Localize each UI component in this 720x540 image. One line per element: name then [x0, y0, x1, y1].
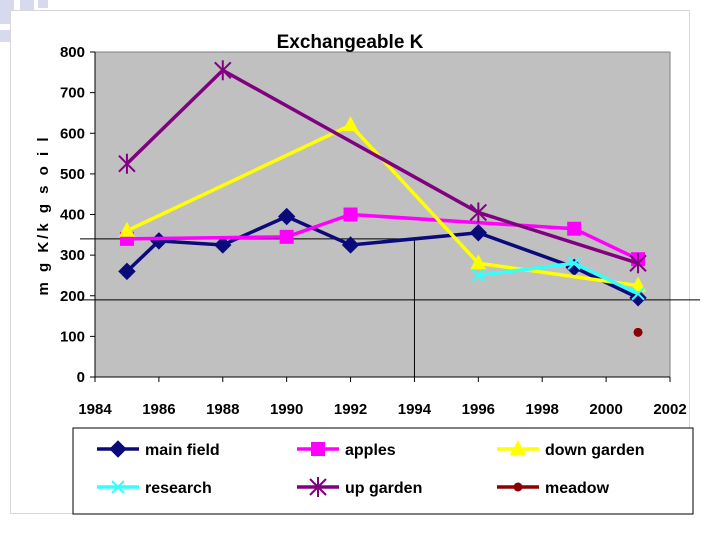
series-line-up-garden: [125, 68, 639, 265]
legend-marker-apples: [311, 442, 325, 456]
series-line-down-garden: [126, 122, 639, 288]
data-point-main-field: [629, 289, 647, 307]
data-point-down-garden: [470, 254, 487, 270]
y-tick-label: 0: [77, 369, 85, 386]
x-tick-label: 1994: [398, 401, 432, 418]
data-point-apples: [567, 221, 582, 236]
data-point-research-stroke: [471, 268, 486, 283]
x-tick-label: 1984: [78, 401, 112, 418]
y-tick-label: 600: [60, 125, 85, 142]
data-point-up-garden: [214, 60, 232, 81]
data-point-main-field: [341, 236, 360, 254]
decorative-square: [0, 30, 10, 42]
legend-label-main-field: main field: [145, 442, 220, 459]
legend-label-apples: apples: [345, 442, 396, 459]
x-tick-label: 1988: [206, 401, 239, 418]
legend-label-up-garden: up garden: [345, 480, 422, 497]
data-point-research-stroke: [631, 287, 645, 301]
data-point-down-garden: [342, 116, 359, 132]
data-point-main-field: [469, 224, 488, 242]
data-point-up-garden: [118, 153, 136, 174]
legend-marker-down-garden: [510, 440, 526, 455]
data-point-main-field: [277, 207, 296, 226]
x-tick-label: 2002: [653, 401, 686, 418]
legend-marker-main-field: [109, 440, 127, 458]
data-point-research: [631, 287, 645, 301]
x-tick-label: 1998: [526, 401, 559, 418]
x-tick-label: 1986: [142, 401, 175, 418]
data-point-down-garden: [118, 221, 135, 237]
decorative-square: [38, 0, 48, 8]
data-point-research-stroke: [567, 256, 581, 270]
series-line-main-field: [125, 214, 639, 300]
legend-box: [72, 427, 694, 515]
legend-label-down-garden: down garden: [545, 442, 645, 459]
x-tick-label: 1996: [462, 401, 495, 418]
y-tick-label: 800: [60, 44, 85, 61]
data-point-research: [567, 256, 581, 270]
chart-title: Exchangeable K: [277, 32, 424, 53]
data-point-meadow: [633, 327, 643, 337]
data-point-main-field: [118, 262, 136, 281]
x-tick-label: 2000: [589, 401, 622, 418]
data-point-apples: [279, 229, 294, 244]
y-tick-label: 300: [60, 247, 85, 264]
y-axis-label: m g K/k g s o i l: [35, 134, 52, 295]
x-tick-label: 1990: [270, 401, 303, 418]
y-tick-label: 400: [60, 207, 85, 224]
legend-marker-meadow: [513, 482, 523, 492]
plot-area: [94, 51, 671, 378]
y-tick-label: 200: [60, 288, 85, 305]
data-point-up-garden: [629, 253, 647, 274]
legend-marker-research: [111, 480, 125, 494]
x-tick-label: 1992: [334, 401, 367, 418]
legend-label-research: research: [145, 480, 212, 497]
y-tick-label: 700: [60, 85, 85, 102]
decorative-square: [20, 0, 34, 10]
legend-marker-research-stroke: [111, 480, 125, 494]
legend-marker-up-garden: [309, 477, 327, 497]
data-point-apples: [343, 207, 358, 222]
data-point-up-garden: [469, 202, 488, 223]
data-point-main-field: [214, 236, 232, 254]
y-tick-label: 500: [60, 166, 85, 183]
legend-label-meadow: meadow: [545, 480, 610, 497]
data-point-down-garden: [630, 276, 647, 292]
y-tick-label: 100: [60, 328, 85, 345]
data-point-research: [471, 268, 486, 283]
